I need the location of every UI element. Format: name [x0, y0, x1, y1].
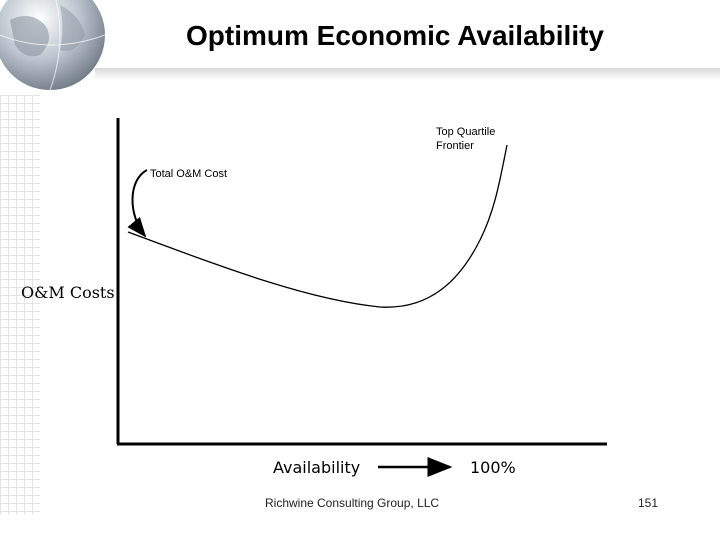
frontier-label-line2: Frontier [436, 140, 474, 152]
x-axis-end-label: 100% [470, 458, 516, 477]
total-om-cost-curve [127, 144, 508, 308]
x-axis-label: Availability [273, 458, 361, 477]
y-axis-label: O&M Costs [21, 283, 115, 302]
frontier-label-line1: Top Quartile [436, 126, 496, 138]
page-number: 151 [638, 496, 659, 510]
globe-icon [0, 0, 106, 91]
total-om-cost-label: Total O&M Cost [150, 168, 228, 180]
decorative-grid [0, 95, 40, 515]
footer-company: Richwine Consulting Group, LLC [265, 496, 440, 510]
title-underline-bar [95, 68, 720, 80]
top-quartile-frontier-label: Top Quartile Frontier [436, 125, 495, 153]
slide-title: Optimum Economic Availability [185, 20, 604, 51]
curved-arrow-icon [127, 169, 148, 238]
